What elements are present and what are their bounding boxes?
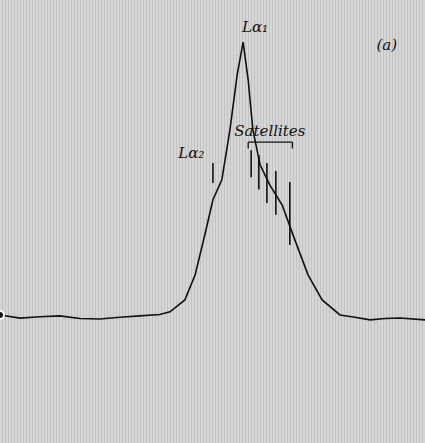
- svg-text:Satellites: Satellites: [234, 122, 305, 140]
- svg-text:Lα₂: Lα₂: [177, 144, 204, 162]
- svg-text:(a): (a): [376, 36, 397, 54]
- svg-text:Lα₁: Lα₁: [241, 18, 268, 36]
